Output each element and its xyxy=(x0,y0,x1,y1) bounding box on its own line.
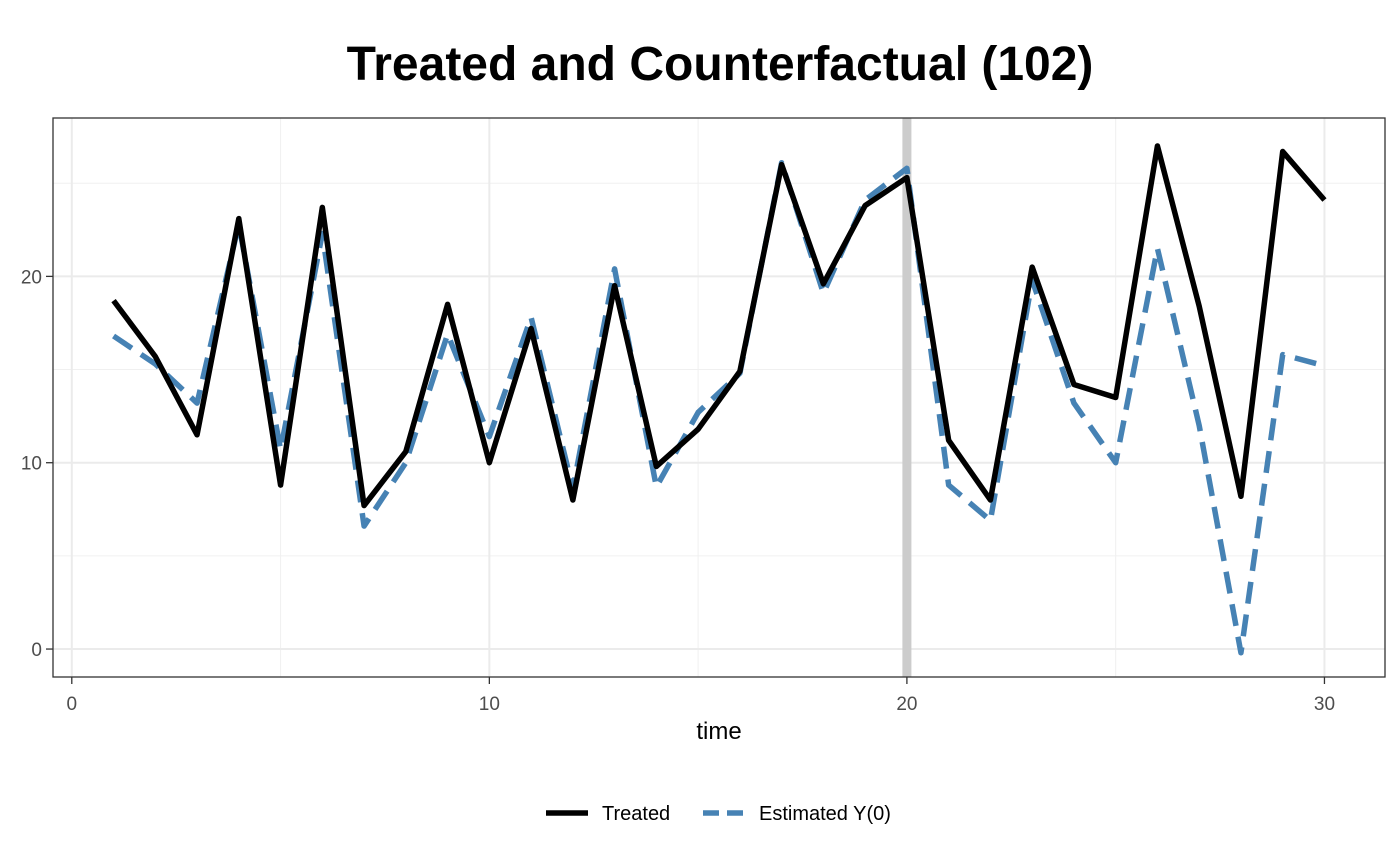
x-axis-title: time xyxy=(696,718,741,745)
legend-label: Estimated Y(0) xyxy=(759,803,891,825)
chart-title: Treated and Counterfactual (102) xyxy=(347,38,1094,91)
x-tick-label: 0 xyxy=(67,694,78,715)
x-axis: 0 10 20 30 xyxy=(67,677,1335,715)
series-layer xyxy=(111,143,1327,656)
y-tick-label: 10 xyxy=(21,454,42,475)
panel-border xyxy=(52,117,1386,678)
y-axis: 0 10 20 xyxy=(21,267,53,661)
grid-minor xyxy=(53,118,1385,677)
x-tick-label: 30 xyxy=(1314,694,1335,715)
y-tick-label: 20 xyxy=(21,267,42,288)
x-tick-label: 20 xyxy=(896,694,917,715)
legend: Treated Estimated Y(0) xyxy=(546,803,891,825)
y-tick-label: 0 xyxy=(31,640,42,661)
series-line-treated xyxy=(111,143,1327,509)
x-tick-label: 10 xyxy=(479,694,500,715)
legend-label: Treated xyxy=(602,803,670,825)
